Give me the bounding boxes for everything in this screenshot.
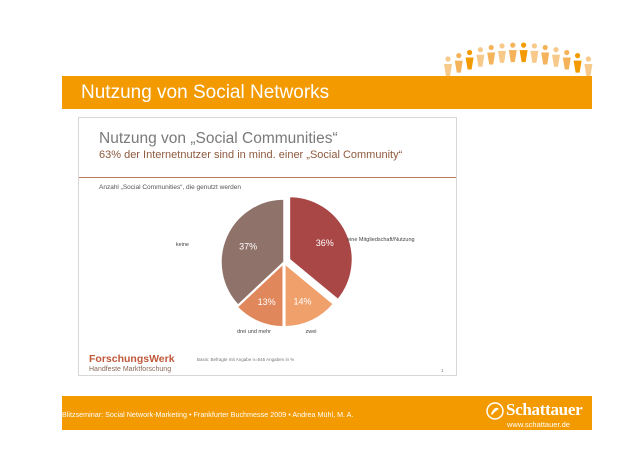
- pie-value-label-1: 36%: [316, 238, 334, 248]
- chart-heading: Anzahl „Social Communities“, die genutzt…: [99, 184, 241, 191]
- slide-panel: Nutzung von „Social Communities“ 63% der…: [78, 117, 457, 376]
- pie-value-label-3: 13%: [258, 297, 276, 307]
- publisher-name: Schattauer: [506, 400, 583, 419]
- footer-bar: Blitzseminar: Social Network-Marketing •…: [62, 396, 592, 430]
- pie-slice-1: [288, 195, 354, 301]
- pie-category-label-2: zwei: [305, 329, 316, 335]
- title-bar: Nutzung von Social Networks: [62, 76, 592, 109]
- forschungswerk-logo: ForschungsWerk Handfeste Marktforschung: [89, 354, 175, 374]
- page-title: Nutzung von Social Networks: [81, 82, 330, 103]
- pie-category-label-4: keine: [176, 242, 189, 248]
- publisher-logo: Schattauer www.schattauer.de: [486, 400, 590, 429]
- pie-category-label-1: eine Mitgliedschaft/Nutzung: [347, 237, 415, 243]
- pie-value-label-4: 37%: [239, 241, 257, 251]
- people-chain-icon: [444, 42, 593, 76]
- forschungswerk-tagline: Handfeste Marktforschung: [89, 366, 172, 373]
- pie-slice-2: [284, 262, 335, 328]
- pie-category-label-3: drei und mehr: [237, 329, 271, 335]
- pie-slice-3: [236, 262, 284, 328]
- slide-number: 1: [441, 368, 444, 373]
- schattauer-emblem-icon: [486, 402, 504, 420]
- pie-value-label-2: 14%: [294, 296, 312, 306]
- source-note: Basis: Befragte mit Angabe n=545 Angaben…: [197, 357, 295, 362]
- slide-title: Nutzung von „Social Communities“: [99, 130, 338, 147]
- publisher-url: www.schattauer.de: [507, 420, 570, 429]
- forschungswerk-name: ForschungsWerk: [89, 353, 175, 365]
- footer-text: Blitzseminar: Social Network-Marketing •…: [62, 410, 354, 419]
- slide-divider: [79, 177, 456, 178]
- pie-chart: 36% eine Mitgliedschaft/Nutzung 14% zwei 13%…: [176, 195, 415, 335]
- pie-slice-4: [220, 198, 285, 307]
- slide-subtitle: 63% der Internetnutzer sind in mind. ein…: [99, 149, 403, 161]
